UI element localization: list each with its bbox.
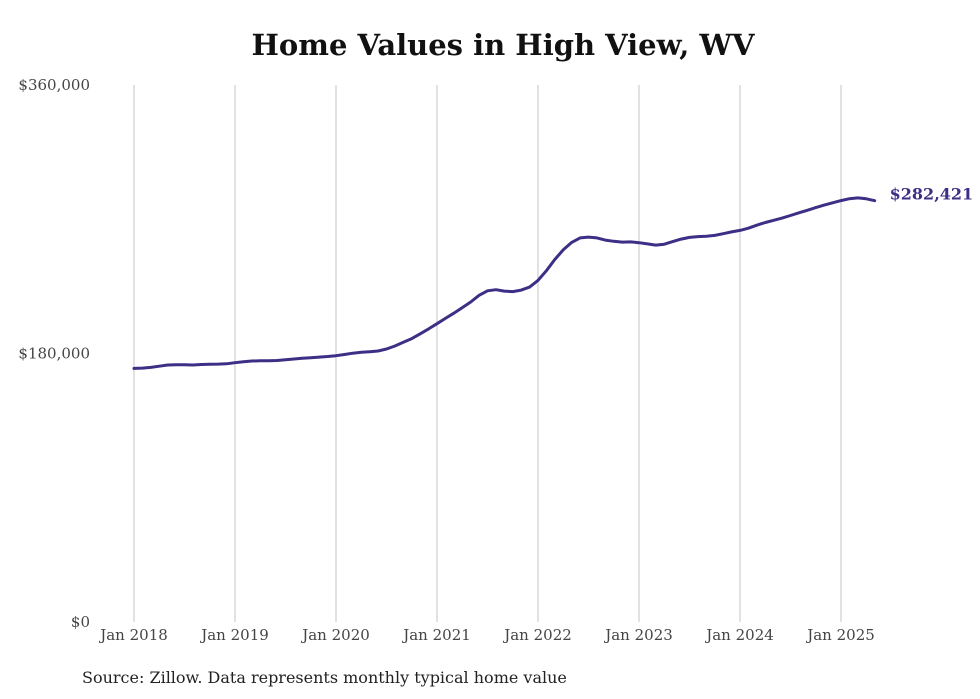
x-tick-label: Jan 2019 <box>199 626 269 644</box>
y-axis: $0 $180,000 $360,000 <box>18 76 90 631</box>
y-tick-label: $0 <box>71 613 90 631</box>
end-value-label: $282,421 <box>890 185 974 204</box>
series-line-home-value <box>132 196 877 370</box>
x-tick-label: Jan 2022 <box>502 626 572 644</box>
x-axis: Jan 2018 Jan 2019 Jan 2020 Jan 2021 Jan 2022… <box>98 626 875 644</box>
x-tick-label: Jan 2025 <box>805 626 875 644</box>
y-tick-label: $360,000 <box>18 76 90 94</box>
x-tick-label: Jan 2018 <box>98 626 168 644</box>
x-tick-label: Jan 2023 <box>603 626 673 644</box>
source-note: Source: Zillow. Data represents monthly … <box>82 668 567 687</box>
y-tick-label: $180,000 <box>18 345 90 363</box>
x-tick-label: Jan 2020 <box>300 626 370 644</box>
x-tick-label: Jan 2024 <box>704 626 774 644</box>
x-gridlines <box>133 85 842 622</box>
x-tick-label: Jan 2021 <box>401 626 471 644</box>
chart-title: Home Values in High View, WV <box>251 28 755 62</box>
